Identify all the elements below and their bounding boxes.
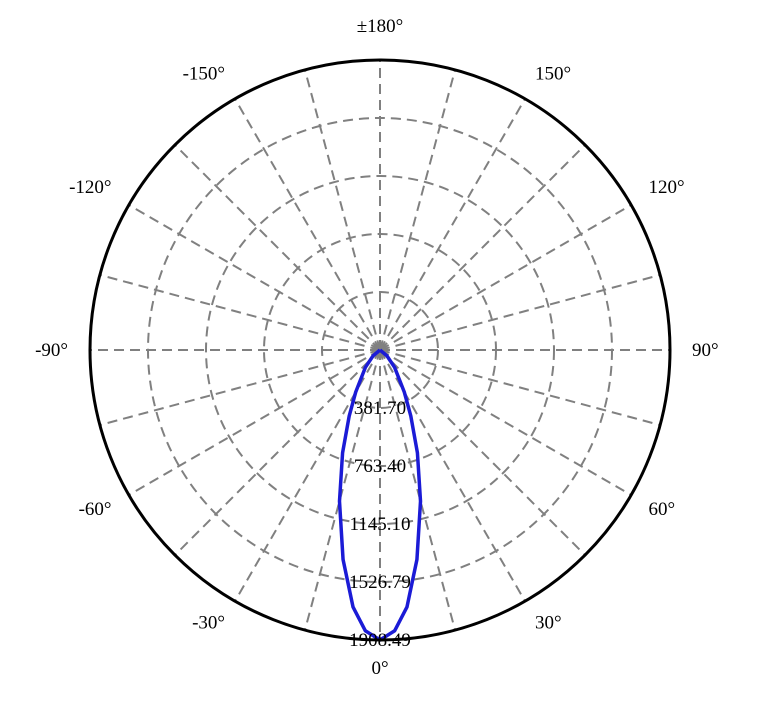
angle-label: 0° [371, 658, 388, 679]
grid-spoke [380, 350, 660, 425]
angle-label: 60° [648, 499, 675, 520]
angle-label: -150° [183, 64, 225, 85]
angle-label: -90° [35, 340, 68, 361]
radial-label: 763.40 [354, 456, 406, 477]
grid-spoke [380, 99, 525, 350]
angle-label: -120° [69, 177, 111, 198]
grid-spoke [129, 205, 380, 350]
angle-label: 30° [535, 612, 562, 633]
grid-spoke [100, 350, 380, 425]
angle-label: 120° [648, 177, 684, 198]
grid-spoke [380, 205, 631, 350]
grid-spoke [380, 350, 585, 555]
grid-spoke [380, 275, 660, 350]
radial-label: 1526.79 [349, 572, 411, 593]
grid-spoke [100, 275, 380, 350]
polar-chart: 381.70 763.40 1145.10 1526.79 1908.49 0° 30° 60… [0, 0, 760, 704]
radial-label: 1908.49 [349, 630, 411, 651]
grid-spoke [380, 70, 455, 350]
angle-label: ±180° [357, 16, 404, 37]
grid-spoke [235, 99, 380, 350]
angle-label: -30° [192, 612, 225, 633]
polar-svg: 381.70 763.40 1145.10 1526.79 1908.49 0° 30° 60… [0, 0, 760, 704]
angle-label: 150° [535, 64, 571, 85]
angle-label: -60° [79, 499, 112, 520]
radial-label: 381.70 [354, 398, 406, 419]
grid-spoke [175, 145, 380, 350]
grid-spoke [305, 70, 380, 350]
angle-label: 90° [692, 340, 719, 361]
radial-label: 1145.10 [349, 514, 410, 535]
grid-spoke [380, 145, 585, 350]
